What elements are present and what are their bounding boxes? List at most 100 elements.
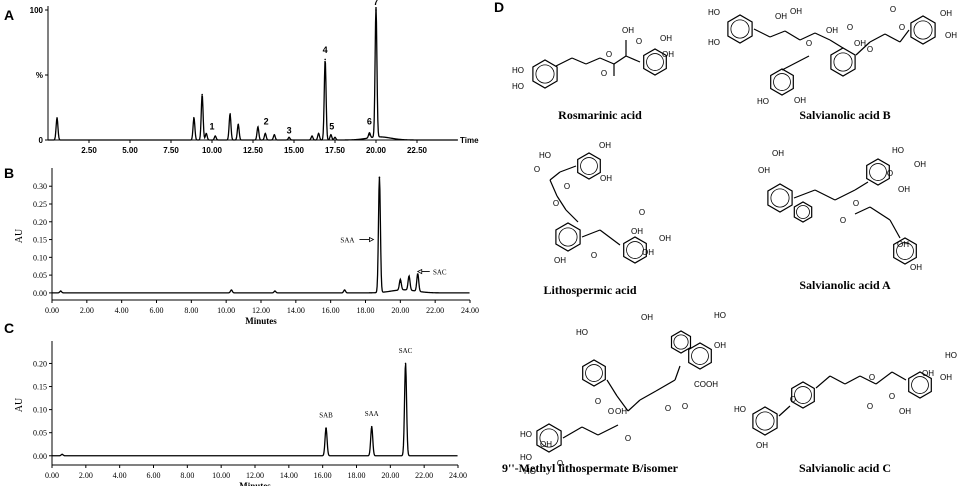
salvianolic-b-bond bbox=[884, 33, 901, 43]
salvianolic-b-ring bbox=[727, 14, 753, 44]
salvianolic-c-atom-label: OH bbox=[899, 407, 911, 416]
lithospermic-ring-aromatic bbox=[558, 227, 578, 247]
salvianolic-a-atom-label: OH bbox=[897, 240, 909, 249]
methyl-lithospermate-ring-aromatic bbox=[585, 364, 603, 382]
y-tick-label: 100 bbox=[30, 6, 44, 15]
peak-point bbox=[324, 58, 326, 61]
methyl-lithospermate-ring-aromatic bbox=[673, 334, 689, 350]
chromatogram-b: 0.00 2.00 4.00 6.00 8.00 10.00 12.00 14.00 16.00… bbox=[14, 168, 479, 326]
salvianolic-b-atom-label: OH bbox=[775, 12, 787, 21]
y-axis-label: AU bbox=[14, 228, 25, 243]
panel-letter-c: C bbox=[4, 320, 14, 336]
peak-point bbox=[229, 113, 231, 115]
methyl-lithospermate-atom-label: OH bbox=[615, 407, 627, 416]
chromatogram-trace bbox=[52, 363, 458, 457]
x-tick-label: 18.00 bbox=[348, 471, 366, 480]
salvianolic-a-atom-label: OH bbox=[758, 166, 770, 175]
lithospermic-atom-label: O bbox=[639, 208, 645, 217]
y-tick-label: 0.00 bbox=[33, 289, 47, 298]
peak-point bbox=[375, 9, 377, 11]
y-tick-label: 0.15 bbox=[33, 236, 47, 245]
salvianolic-b-atom-label: OH bbox=[790, 7, 802, 16]
rosmarinic-bond bbox=[625, 55, 641, 63]
peak-point bbox=[416, 274, 419, 276]
x-tick-label: 2.00 bbox=[80, 306, 94, 315]
salvianolic-c-atom-label: HO bbox=[734, 405, 746, 414]
methyl-lithospermate-bond bbox=[616, 395, 629, 412]
x-tick-label: 4.00 bbox=[113, 471, 127, 480]
lithospermic-bond bbox=[599, 229, 621, 246]
x-tick-label: 14.00 bbox=[280, 471, 298, 480]
salvianolic-c-atom-label: OH bbox=[922, 369, 934, 378]
rosmarinic-acid-name: Rosmarinic acid bbox=[558, 108, 642, 122]
x-axis-label: Time bbox=[460, 136, 479, 145]
methyl-lithospermate-ring bbox=[582, 359, 606, 387]
lithospermic-atom-label: HO bbox=[539, 151, 551, 160]
x-tick-label: 12.00 bbox=[252, 306, 270, 315]
salvianolic-c-bond bbox=[829, 375, 846, 385]
salvianolic-c-atom-label: OH bbox=[940, 373, 952, 382]
salvianolic-a-bond bbox=[793, 189, 816, 199]
x-tick-label: 17.50 bbox=[325, 146, 346, 155]
methyl-lithospermate-atom-label: O bbox=[682, 402, 688, 411]
peak-point bbox=[205, 132, 208, 135]
chromatogram-c: 0.00 2.00 4.00 6.00 8.00 10.00 12.00 14.00 16.00… bbox=[14, 341, 467, 486]
methyl-lithospermate-atom-label: OH bbox=[641, 313, 653, 322]
rosmarinic-ring-aromatic bbox=[646, 53, 664, 71]
salvianolic-b-atom-label: OH bbox=[854, 39, 866, 48]
salvianolic-acid-b-name: Salvianolic acid B bbox=[799, 108, 891, 122]
salvianolic-b-atom-label: HO bbox=[757, 97, 769, 106]
salvianolic-c-bond bbox=[891, 371, 907, 381]
salvianolic-b-ring bbox=[770, 68, 794, 96]
x-axis-label: Minutes bbox=[239, 481, 271, 486]
x-tick-label: 20.00 bbox=[366, 146, 387, 155]
lithospermic-atom-label: OH bbox=[642, 248, 654, 257]
salvianolic-acid-c-name: Salvianolic acid C bbox=[798, 461, 891, 475]
salvianolic-c-atom-label: OH bbox=[756, 441, 768, 450]
salvianolic-c-atom-label: O bbox=[869, 373, 875, 382]
peak-point bbox=[61, 453, 63, 456]
peak-annotation: SAA bbox=[340, 237, 354, 245]
peak-annotation: 3 bbox=[287, 126, 292, 136]
rosmarinic-bond bbox=[613, 55, 627, 65]
salvianolic-a-bond bbox=[834, 189, 856, 201]
salvianolic-b-atom-label: OH bbox=[940, 9, 952, 18]
salvianolic-a-atom-label: HO bbox=[892, 146, 904, 155]
salvianolic-a-bond bbox=[889, 219, 901, 239]
methyl-lithospermate-atom-label: O bbox=[595, 397, 601, 406]
y-tick-label: % bbox=[36, 71, 43, 80]
x-tick-label: 2.00 bbox=[79, 471, 93, 480]
y-axis-label: AU bbox=[14, 397, 25, 412]
salvianolic-a-atom-label: O bbox=[840, 216, 846, 225]
x-tick-label: 10.00 bbox=[212, 471, 230, 480]
salvianolic-a-ring-aromatic bbox=[796, 205, 810, 219]
salvianolic-b-atom-label: O bbox=[899, 23, 905, 32]
lithospermic-ring bbox=[555, 222, 581, 252]
rosmarinic-atom-label: OH bbox=[622, 26, 634, 35]
lithospermic-atom-label: O bbox=[553, 199, 559, 208]
chromatogram-trace bbox=[48, 6, 458, 141]
salvianolic-b-atom-label: OH bbox=[826, 26, 838, 35]
salvianolic-b-ring bbox=[830, 47, 856, 77]
x-tick-label: 15.00 bbox=[284, 146, 305, 155]
methyl-lithospermate-ring bbox=[536, 423, 562, 453]
salvianolic-b-bond bbox=[753, 28, 771, 38]
x-tick-label: 7.50 bbox=[163, 146, 179, 155]
salvianolic-c-bond bbox=[859, 375, 877, 385]
peak-point bbox=[237, 123, 240, 126]
rosmarinic-ring-aromatic bbox=[535, 64, 555, 84]
salvianolic-b-ring-aromatic bbox=[730, 19, 750, 39]
methyl-lithospermate-atom-label: O bbox=[625, 434, 631, 443]
salvianolic-a-atom-label: OH bbox=[772, 149, 784, 158]
methyl-lithospermate-atom-label: OH bbox=[714, 341, 726, 350]
peak-annotation: 4 bbox=[323, 45, 328, 55]
peak-annotation: 7 bbox=[373, 0, 378, 7]
x-tick-label: 20.00 bbox=[381, 471, 399, 480]
methyl-lithospermate-atom-label: O bbox=[608, 407, 614, 416]
peak-point bbox=[201, 93, 203, 96]
methyl-lithospermate-bond bbox=[655, 379, 676, 392]
peak-point bbox=[273, 134, 276, 136]
salvianolic-b-atom-label: HO bbox=[708, 8, 720, 17]
